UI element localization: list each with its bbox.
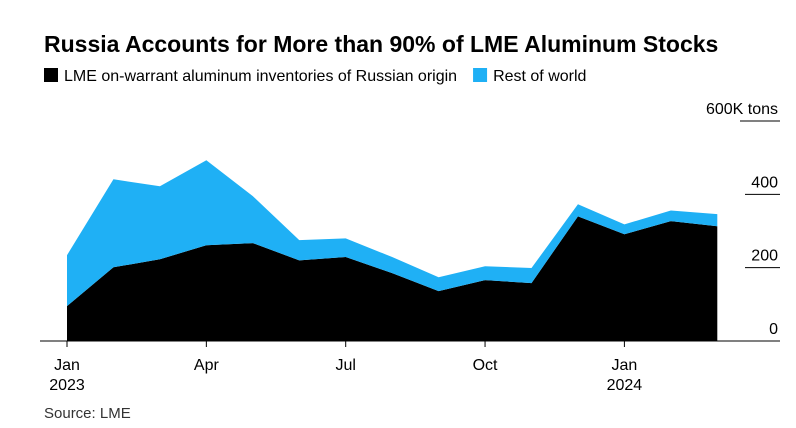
legend-swatch: [473, 68, 488, 82]
legend-label: Rest of world: [493, 68, 586, 85]
y-tick-label: 600K tons: [706, 101, 778, 118]
chart-title: Russia Accounts for More than 90% of LME…: [44, 31, 718, 57]
x-tick-label: Apr: [194, 357, 220, 374]
x-tick-label-line: 2023: [49, 377, 85, 394]
legend-swatch: [44, 68, 58, 82]
source: Source: LME: [44, 405, 131, 422]
x-tick-label-line: Jan: [612, 357, 638, 374]
y-tick-label: 400: [751, 174, 778, 191]
x-tick-label-line: Jan: [54, 357, 80, 374]
y-tick-label: 200: [751, 248, 778, 265]
x-tick-label: Jan 2023: [49, 357, 85, 394]
area: [67, 160, 718, 307]
area: [67, 216, 718, 341]
x-tick-label: Jul: [335, 357, 355, 374]
x-tick-label-line: 2024: [607, 377, 643, 394]
x-tick-label: Jan 2024: [607, 357, 643, 394]
y-tick-label: 0: [769, 321, 778, 338]
x-tick-label: Oct: [473, 357, 498, 374]
legend-label: LME on-warrant aluminum inventories of R…: [64, 68, 457, 85]
